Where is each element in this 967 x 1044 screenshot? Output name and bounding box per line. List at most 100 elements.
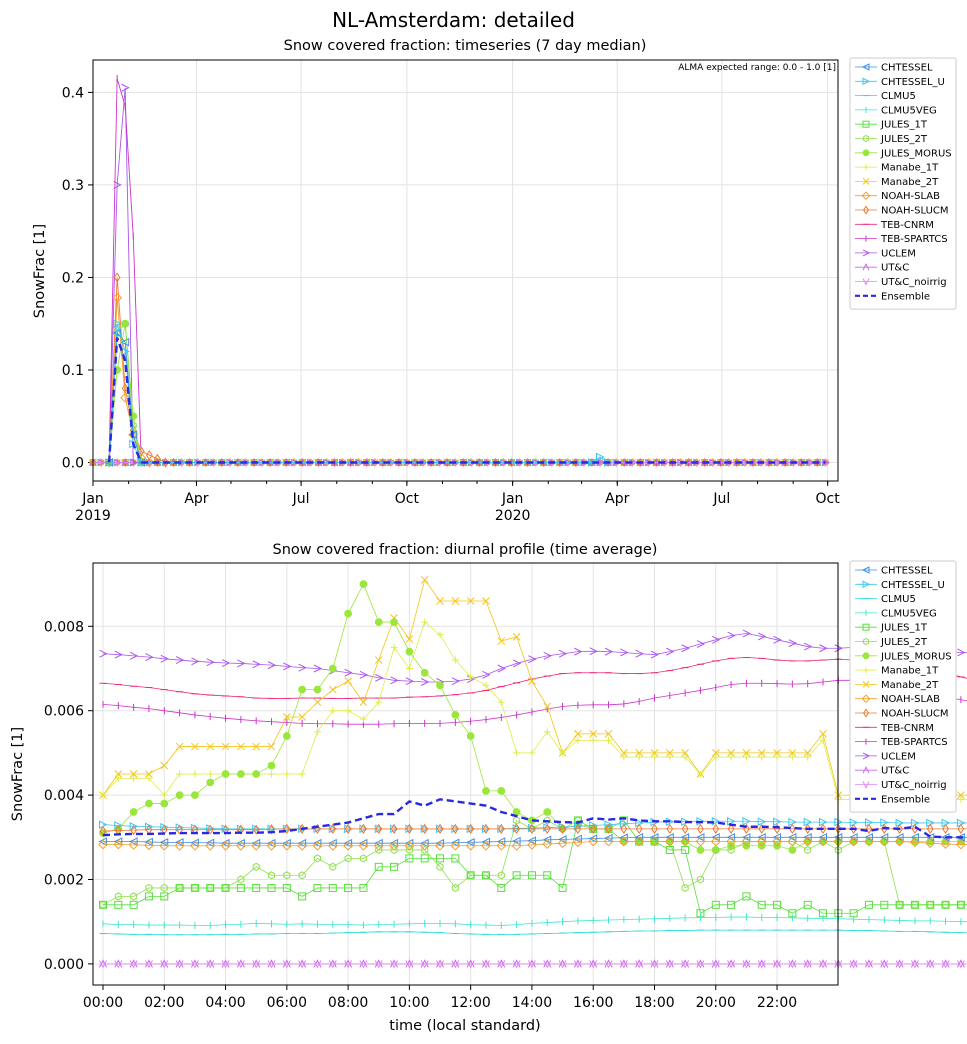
- legend-label: CLMU5: [881, 91, 916, 102]
- x-tick-label: Jul: [292, 491, 310, 507]
- legend-item: NOAH-SLUCM: [855, 708, 949, 720]
- legend-item: CLMU5VEG: [855, 105, 937, 116]
- legend-label: UT&C_noirrig: [881, 277, 947, 288]
- series-line: [102, 819, 967, 906]
- chart-title-top: Snow covered fraction: timeseries (7 day…: [284, 38, 647, 54]
- legend-label: UCLEM: [881, 248, 916, 259]
- series-line: [108, 297, 150, 463]
- peak-CHTESSEL_U: [105, 319, 613, 467]
- legend-item: JULES_MORUS: [855, 651, 952, 662]
- y-tick-label: 0.006: [44, 704, 84, 720]
- x-tick-label: 2020: [495, 508, 531, 524]
- legend-item: JULES_MORUS: [855, 148, 952, 159]
- legend-item: UT&C_noirrig: [855, 780, 947, 791]
- legend-label: JULES_MORUS: [880, 148, 952, 159]
- y-tick-label: 0.008: [44, 619, 84, 635]
- plot-top: [88, 75, 830, 468]
- legend-label: TEB-SPARTCS: [880, 234, 948, 245]
- legend-label: Manabe_2T: [881, 680, 939, 691]
- legend-label: Manabe_1T: [881, 666, 939, 677]
- legend-item: UT&C: [855, 766, 909, 777]
- legend-item: NOAH-SLAB: [855, 191, 940, 202]
- legend-label: Ensemble: [881, 291, 930, 302]
- legend-label: JULES_2T: [880, 134, 928, 145]
- legend-top: CHTESSEL CHTESSEL_U CLMU5 CLMU5VEG JULES_1T J…: [849, 57, 957, 310]
- legend-item: UCLEM: [855, 751, 916, 762]
- x-tick-label: Apr: [605, 491, 629, 507]
- legend-label: CLMU5VEG: [881, 608, 937, 619]
- legend-label: Manabe_2T: [881, 177, 939, 188]
- legend-label: CHTESSEL_U: [881, 77, 945, 88]
- x-tick-label: 10:00: [389, 995, 429, 1011]
- series-NOAH-SLAB: [98, 836, 967, 851]
- series-Ensemble: [102, 798, 967, 839]
- legend-label: UT&C: [881, 263, 909, 274]
- legend-label: CHTESSEL: [881, 566, 933, 577]
- legend-label: NOAH-SLUCM: [881, 206, 949, 217]
- series-JULES_1T: [99, 816, 967, 918]
- x-tick-label: 12:00: [450, 995, 490, 1011]
- y-tick-label: 0.000: [44, 957, 84, 973]
- legend-item: CLMU5: [855, 91, 916, 102]
- legend-label: CHTESSEL_U: [881, 580, 945, 591]
- y-tick-label: 0.004: [44, 788, 84, 804]
- plot-bottom: [98, 576, 967, 969]
- chart-title-bottom: Snow covered fraction: diurnal profile (…: [273, 542, 658, 558]
- x-tick-label: 14:00: [512, 995, 552, 1011]
- legend-item: CHTESSEL_U: [855, 77, 945, 88]
- series-Manabe_2T: [99, 576, 967, 799]
- axes-top: [92, 59, 839, 482]
- x-tick-label: 00:00: [83, 995, 123, 1011]
- range-annotation: ALMA expected range: 0.0 - 1.0 [1]: [678, 63, 836, 73]
- series-line: [102, 820, 967, 830]
- legend-item: Manabe_1T: [855, 666, 939, 677]
- series-line: [103, 819, 967, 914]
- legend-item: TEB-SPARTCS: [855, 234, 948, 245]
- x-tick-label: 18:00: [634, 995, 674, 1011]
- legend-label: CLMU5VEG: [881, 105, 937, 116]
- series-line: [102, 916, 967, 926]
- x-tick-label: Apr: [184, 491, 208, 507]
- series-UCLEM: [99, 629, 967, 686]
- x-tick-label: 04:00: [205, 995, 245, 1011]
- legend-item: Ensemble: [855, 794, 930, 805]
- x-tick-label: 06:00: [267, 995, 307, 1011]
- legend-label: UT&C_noirrig: [881, 780, 947, 791]
- grid-bottom: [88, 563, 838, 990]
- legend-label: TEB-SPARTCS: [880, 737, 948, 748]
- legend-frame: [849, 57, 957, 310]
- series-line: [103, 836, 967, 844]
- x-tick-label: Jan: [501, 491, 524, 507]
- legend-item: NOAH-SLUCM: [855, 205, 949, 217]
- y-tick-label: 0.1: [62, 363, 84, 379]
- y-axis-label-bottom: SnowFrac [1]: [10, 727, 26, 821]
- legend-item: JULES_1T: [855, 623, 928, 634]
- legend-item: Manabe_1T: [855, 163, 939, 174]
- y-tick-label: 0.2: [62, 270, 84, 286]
- series-line: [102, 929, 967, 936]
- legend-label: TEB-CNRM: [880, 723, 934, 734]
- legend-label: UT&C: [881, 766, 909, 777]
- x-tick-label: 2019: [75, 508, 111, 524]
- series-CLMU5: [99, 929, 967, 936]
- legend-label: NOAH-SLAB: [881, 191, 940, 202]
- legend-item: UCLEM: [855, 248, 916, 259]
- legend-label: NOAH-SLUCM: [881, 709, 949, 720]
- series-line: [108, 323, 609, 463]
- legend-item: NOAH-SLAB: [855, 694, 940, 705]
- legend-label: CLMU5: [881, 594, 916, 605]
- legend-label: JULES_MORUS: [880, 651, 952, 662]
- series-line: [102, 583, 967, 851]
- legend-item: CHTESSEL_U: [855, 580, 945, 591]
- legend-frame: [849, 560, 957, 813]
- x-tick-label: Oct: [395, 491, 420, 507]
- series-line: [102, 633, 967, 683]
- figure-title: NL-Amsterdam: detailed: [332, 8, 575, 32]
- ensemble-line: [107, 337, 143, 463]
- x-tick-label: Oct: [816, 491, 841, 507]
- legend-label: CHTESSEL: [881, 63, 933, 74]
- x-tick-label: Jan: [81, 491, 104, 507]
- legend-label: Manabe_1T: [881, 163, 939, 174]
- legend-label: NOAH-SLAB: [881, 694, 940, 705]
- legend-label: TEB-CNRM: [880, 220, 934, 231]
